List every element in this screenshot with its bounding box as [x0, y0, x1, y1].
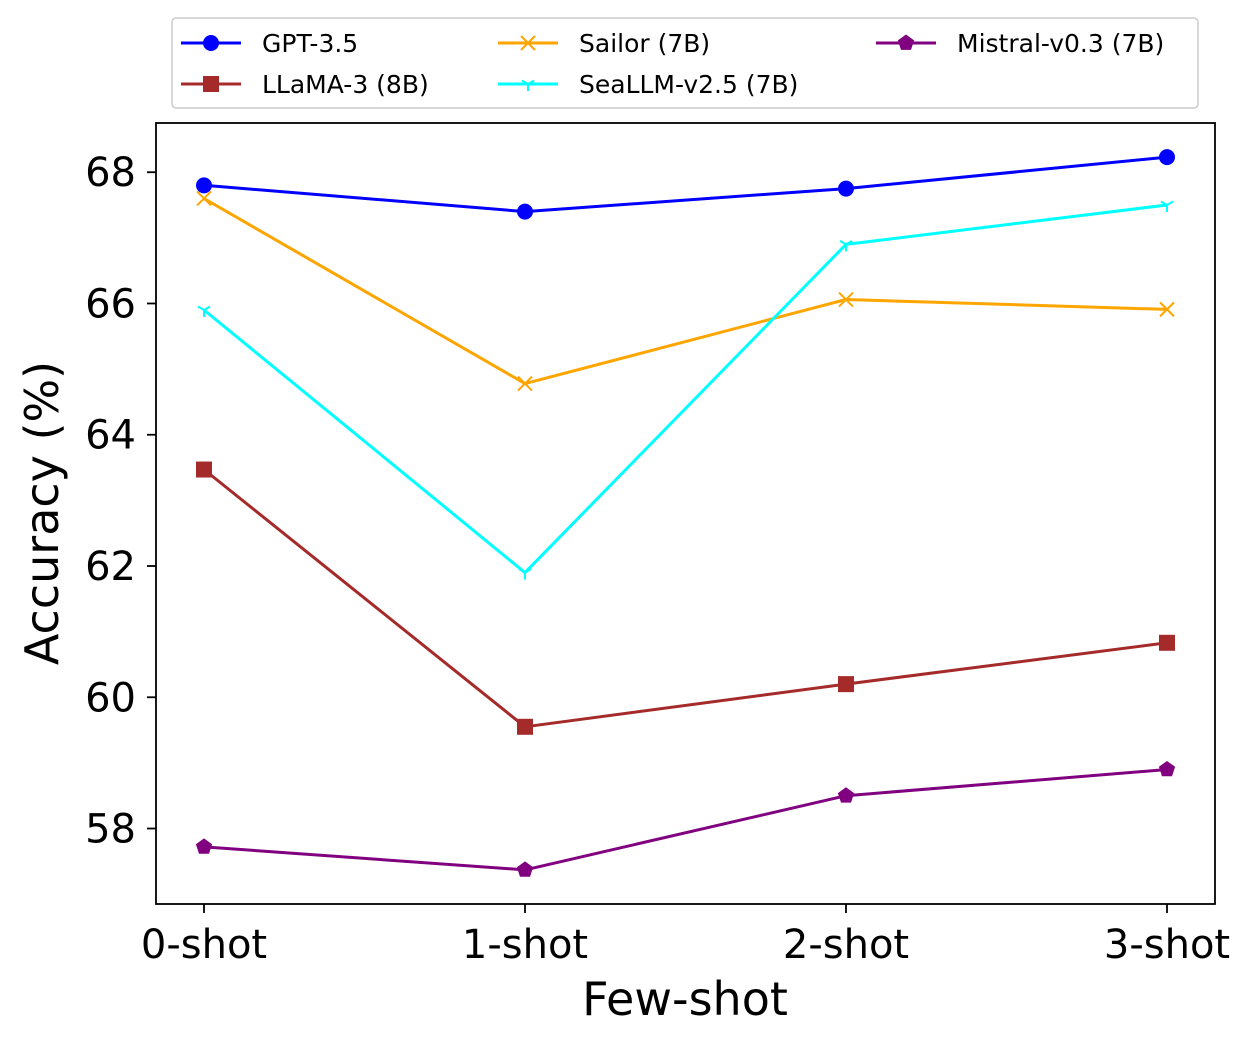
data-point-seallm-v2-5-7b	[1160, 200, 1174, 213]
series-gpt-3-5	[196, 149, 1175, 220]
legend: GPT-3.5 LLaMA-3 (8B) Sailor (7B) SeaLLM-v2.…	[171, 17, 1199, 109]
y-tick-label: 60	[85, 675, 136, 721]
data-point-sailor-7b	[517, 375, 533, 392]
legend-item-mistral-v0-3-7b: Mistral-v0.3 (7B)	[876, 29, 1164, 58]
x-tick-label: 3-shot	[1104, 922, 1230, 968]
data-point-llama-3-8b	[1159, 634, 1175, 651]
y-tick-label: 66	[85, 281, 136, 327]
series-seallm-v2-5-7b	[197, 200, 1174, 580]
data-point-gpt-3-5	[1159, 149, 1175, 166]
series-line-gpt-3-5	[203, 155, 1168, 214]
legend-marker	[897, 34, 915, 50]
x-tick-label: 1-shot	[462, 922, 588, 968]
series-llama-3-8b	[196, 461, 1175, 735]
data-point-sailor-7b	[1159, 301, 1175, 318]
y-tick-label: 58	[85, 807, 136, 853]
legend-marker	[203, 35, 219, 51]
legend-label: Mistral-v0.3 (7B)	[957, 29, 1164, 58]
x-axis: 0-shot 1-shot 2-shot 3-shot	[141, 904, 1230, 968]
legend-box	[171, 17, 1199, 109]
series-mistral-v0-3-7b	[195, 761, 1176, 877]
data-point-mistral-v0-3-7b	[1158, 761, 1176, 777]
data-point-llama-3-8b	[838, 676, 854, 693]
legend-item-gpt-3-5: GPT-3.5	[181, 29, 358, 58]
legend-label: GPT-3.5	[262, 29, 358, 58]
x-axis-label: Few-shot	[582, 972, 788, 1026]
legend-label: SeaLLM-v2.5 (7B)	[579, 70, 798, 99]
legend-item-sailor-7b: Sailor (7B)	[498, 29, 710, 58]
legend-item-seallm-v2-5-7b: SeaLLM-v2.5 (7B)	[498, 70, 798, 99]
data-point-gpt-3-5	[838, 180, 854, 197]
data-point-sailor-7b	[838, 291, 854, 308]
data-point-seallm-v2-5-7b	[839, 240, 853, 252]
data-point-mistral-v0-3-7b	[195, 838, 213, 854]
series-line-seallm-v2-5-7b	[203, 203, 1168, 575]
series-sailor-7b	[196, 190, 1175, 392]
y-axis: 58 60 62 64 66 68	[85, 150, 156, 853]
plot-area	[155, 122, 1216, 905]
data-point-mistral-v0-3-7b	[516, 861, 534, 877]
data-point-llama-3-8b	[196, 461, 212, 478]
y-tick-label: 64	[85, 413, 136, 459]
legend-label: Sailor (7B)	[579, 29, 710, 58]
series-layer	[195, 149, 1176, 877]
legend-label: LLaMA-3 (8B)	[262, 70, 429, 99]
y-tick-label: 62	[85, 544, 136, 590]
legend-marker	[203, 76, 219, 92]
data-point-seallm-v2-5-7b	[518, 568, 532, 580]
data-point-sailor-7b	[196, 190, 212, 207]
legend-marker	[520, 35, 536, 51]
data-point-gpt-3-5	[517, 203, 533, 220]
y-tick-label: 68	[85, 150, 136, 196]
y-axis-label: Accuracy (%)	[15, 361, 69, 665]
legend-marker	[521, 79, 535, 91]
series-line-sailor-7b	[203, 197, 1168, 386]
data-point-llama-3-8b	[517, 718, 533, 735]
data-point-gpt-3-5	[196, 177, 212, 194]
series-line-llama-3-8b	[203, 468, 1168, 729]
data-point-seallm-v2-5-7b	[197, 305, 211, 318]
x-tick-label: 2-shot	[783, 922, 909, 968]
series-line-mistral-v0-3-7b	[203, 768, 1168, 872]
x-tick-label: 0-shot	[141, 922, 267, 968]
data-point-mistral-v0-3-7b	[837, 787, 855, 803]
legend-item-llama-3-8b: LLaMA-3 (8B)	[181, 70, 429, 99]
